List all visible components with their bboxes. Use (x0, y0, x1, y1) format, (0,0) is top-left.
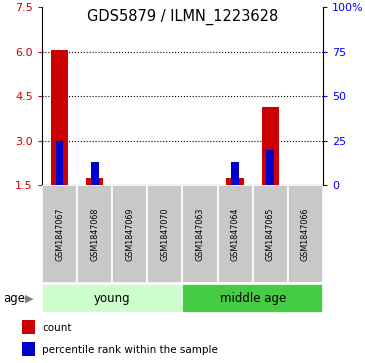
Text: percentile rank within the sample: percentile rank within the sample (42, 345, 218, 355)
Bar (42, 185, 77, 283)
Bar (253, 185, 288, 283)
Text: GSM1847066: GSM1847066 (301, 207, 310, 261)
Bar (91, 162, 99, 185)
Bar (112, 185, 147, 283)
Bar (77, 185, 112, 283)
Bar (218, 185, 253, 283)
Text: count: count (42, 323, 72, 333)
Text: GSM1847063: GSM1847063 (196, 207, 204, 261)
Text: young: young (94, 292, 131, 305)
Text: middle age: middle age (220, 292, 286, 305)
Bar (42, 284, 182, 313)
Bar (288, 185, 323, 283)
Bar (182, 185, 218, 283)
Text: GSM1847067: GSM1847067 (55, 207, 64, 261)
Bar (231, 162, 239, 185)
Text: GSM1847068: GSM1847068 (90, 207, 99, 261)
Bar (226, 178, 244, 185)
Bar (22, 320, 35, 334)
Bar (182, 284, 323, 313)
Bar (86, 178, 103, 185)
Bar (56, 140, 64, 185)
Bar (262, 107, 279, 185)
Text: age: age (4, 292, 26, 305)
Text: GDS5879 / ILMN_1223628: GDS5879 / ILMN_1223628 (87, 9, 278, 25)
Text: GSM1847070: GSM1847070 (161, 207, 169, 261)
Bar (147, 185, 182, 283)
Bar (51, 50, 68, 185)
Text: GSM1847064: GSM1847064 (231, 207, 240, 261)
Bar (22, 342, 35, 356)
Text: GSM1847069: GSM1847069 (125, 207, 134, 261)
Text: ▶: ▶ (25, 294, 33, 303)
Bar (266, 150, 274, 185)
Text: GSM1847065: GSM1847065 (266, 207, 275, 261)
